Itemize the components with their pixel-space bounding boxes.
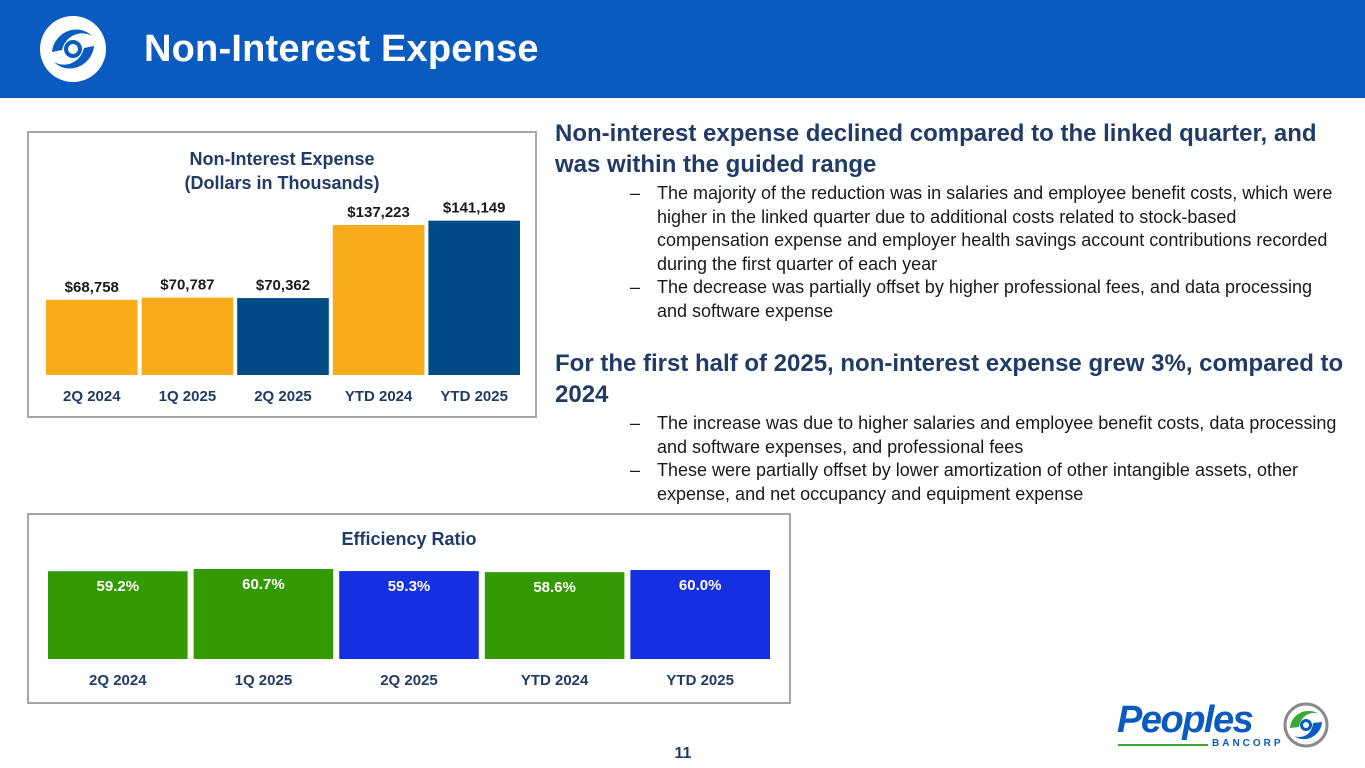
- brand-underline: [1118, 744, 1208, 746]
- bullet-list: – The majority of the reduction was in sa…: [555, 182, 1345, 323]
- bar: [46, 299, 138, 375]
- bar: [237, 298, 329, 375]
- x-tick-label: YTD 2025: [666, 672, 734, 689]
- efficiency-bars: 59.2% 2Q 2024 60.7% 1Q 2025 59.3% 2Q 2025 58.6…: [48, 569, 770, 689]
- peoples-bancorp-logo: Peoples BANCORP: [1115, 700, 1335, 752]
- list-item: – The majority of the reduction was in sa…: [630, 182, 1345, 276]
- bar: [193, 569, 334, 659]
- data-label: $141,149: [443, 200, 506, 217]
- bar: [484, 572, 625, 659]
- data-label: 60.7%: [242, 576, 285, 593]
- x-tick-label: 1Q 2025: [235, 672, 293, 689]
- x-tick-label: YTD 2025: [440, 388, 508, 405]
- x-tick-label: 2Q 2025: [380, 672, 438, 689]
- chart-title-line2: (Dollars in Thousands): [184, 173, 380, 193]
- non-interest-expense-chart: Non-Interest Expense (Dollars in Thousan…: [27, 131, 537, 418]
- chart-title: Non-Interest Expense (Dollars in Thousan…: [29, 147, 535, 195]
- brand-mark-icon: [1283, 702, 1329, 748]
- data-label: $70,787: [160, 277, 214, 294]
- bullet-text: The increase was due to higher salaries …: [657, 413, 1337, 457]
- x-tick-label: 1Q 2025: [159, 388, 217, 405]
- bullet-list: – The increase was due to higher salaries…: [555, 412, 1345, 506]
- section-heading: For the first half of 2025, non-interest…: [555, 350, 1344, 408]
- section-heading: Non-interest expense declined compared t…: [555, 120, 1317, 178]
- dash-bullet: –: [630, 413, 641, 433]
- page-title: Non-Interest Expense: [144, 28, 539, 70]
- data-label: $137,223: [347, 204, 410, 221]
- bar: [332, 224, 425, 375]
- data-label: $70,362: [256, 277, 310, 294]
- commentary-section-2: For the first half of 2025, non-interest…: [555, 348, 1345, 506]
- x-tick-label: YTD 2024: [521, 672, 589, 689]
- bar: [339, 571, 479, 659]
- bar: [630, 570, 770, 659]
- header-bar: Non-Interest Expense: [0, 0, 1365, 98]
- brand-sub: BANCORP: [1212, 738, 1284, 749]
- list-item: – The increase was due to higher salaries…: [630, 412, 1345, 459]
- company-logo-icon: [40, 16, 106, 82]
- x-tick-label: 2Q 2024: [89, 672, 147, 689]
- page-number: 11: [674, 745, 692, 762]
- dash-bullet: –: [630, 277, 641, 297]
- bar: [48, 571, 188, 659]
- bullet-text: The decrease was partially offset by hig…: [657, 277, 1313, 321]
- bar: [141, 297, 234, 375]
- x-tick-label: 2Q 2025: [254, 388, 312, 405]
- x-tick-label: YTD 2024: [345, 388, 413, 405]
- data-label: 58.6%: [533, 579, 576, 596]
- bullet-text: The majority of the reduction was in sal…: [657, 183, 1333, 274]
- data-label: $68,758: [65, 279, 119, 296]
- dash-bullet: –: [630, 183, 641, 203]
- efficiency-ratio-chart: Efficiency Ratio 59.2% 2Q 2024 60.7% 1Q 202…: [27, 513, 791, 704]
- x-tick-label: 2Q 2024: [63, 388, 121, 405]
- list-item: – The decrease was partially offset by hi…: [630, 276, 1345, 323]
- data-label: 60.0%: [679, 577, 722, 594]
- expense-bars: $68,758 2Q 2024 $70,787 1Q 2025 $70,362 2Q 20…: [46, 200, 520, 405]
- brand-name: Peoples: [1117, 699, 1254, 741]
- bar: [428, 220, 520, 375]
- bullet-text: These were partially offset by lower amo…: [657, 460, 1298, 504]
- commentary-section-1: Non-interest expense declined compared t…: [555, 118, 1345, 323]
- commentary: Non-interest expense declined compared t…: [555, 118, 1345, 506]
- data-label: 59.3%: [388, 578, 431, 595]
- dash-bullet: –: [630, 460, 641, 480]
- chart-title: Efficiency Ratio: [341, 529, 477, 549]
- list-item: – These were partially offset by lower am…: [630, 459, 1345, 506]
- data-label: 59.2%: [97, 578, 140, 595]
- chart-title-line1: Non-Interest Expense: [189, 149, 375, 169]
